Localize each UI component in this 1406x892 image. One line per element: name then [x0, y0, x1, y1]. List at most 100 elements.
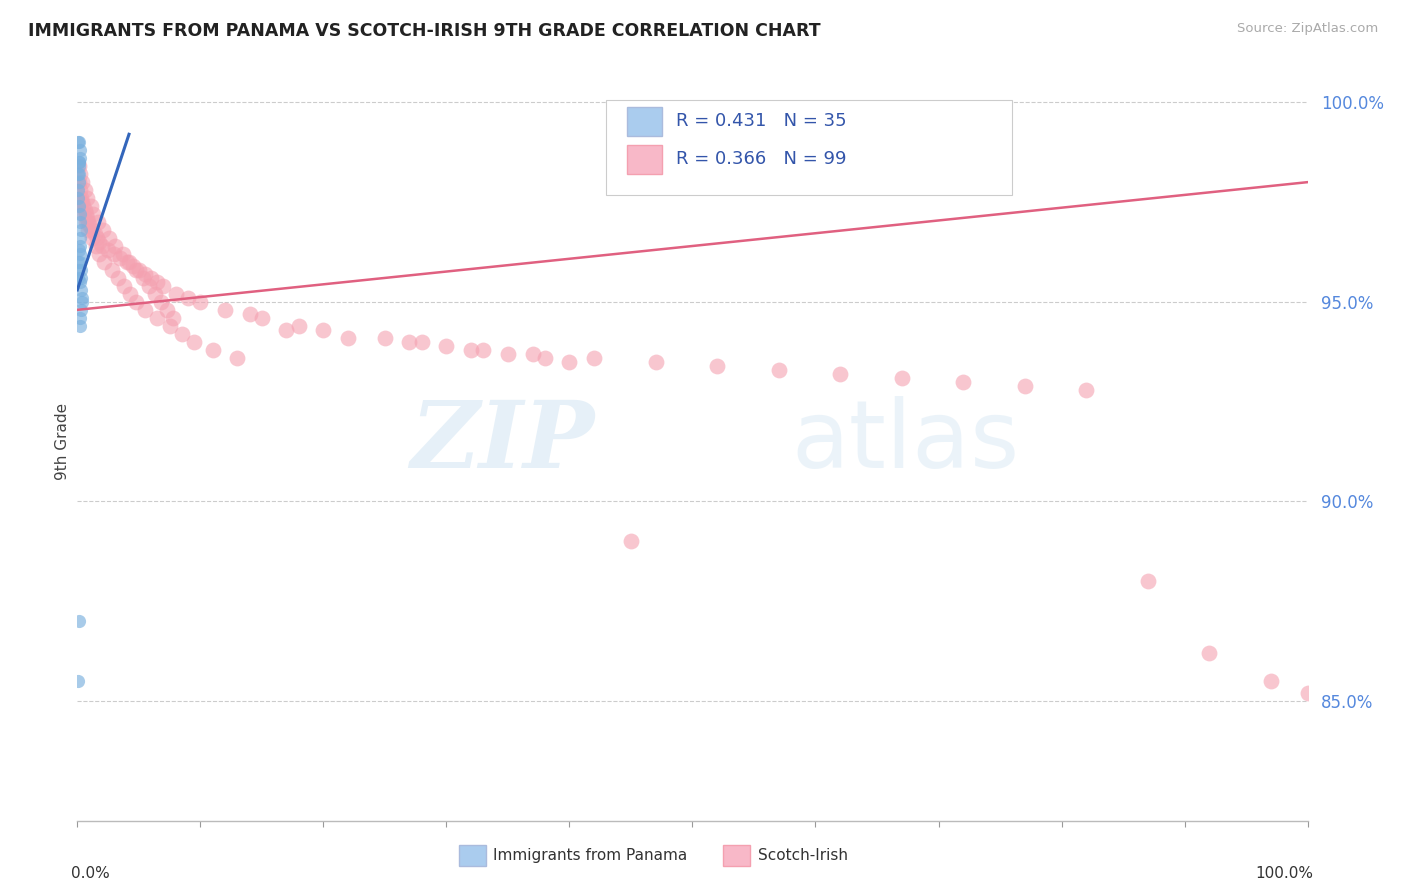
Point [1198, 646, 1220, 660]
Point [80, 199, 103, 213]
Text: R = 0.431   N = 35: R = 0.431 N = 35 [676, 112, 846, 130]
Point [90, 239, 114, 253]
Point [112, 279, 135, 293]
Point [107, 271, 129, 285]
Point [411, 334, 433, 349]
Point [91, 223, 114, 237]
Point [77, 223, 100, 237]
Point [93, 255, 115, 269]
Point [70, 291, 93, 305]
Point [226, 351, 249, 365]
Point [70, 195, 93, 210]
Point [337, 331, 360, 345]
Text: 0.0%: 0.0% [72, 866, 110, 881]
Point [1296, 686, 1319, 700]
Point [103, 247, 125, 261]
Point [73, 183, 96, 197]
Point [170, 326, 193, 341]
Point [79, 219, 101, 233]
Point [1076, 383, 1098, 397]
Point [70, 263, 93, 277]
Point [214, 302, 236, 317]
Point [890, 370, 912, 384]
Text: Source: ZipAtlas.com: Source: ZipAtlas.com [1237, 22, 1378, 36]
Point [84, 239, 107, 253]
Point [82, 231, 104, 245]
Point [69, 318, 91, 333]
Point [70, 175, 93, 189]
Point [70, 191, 93, 205]
Point [75, 215, 97, 229]
Point [69, 167, 91, 181]
Point [69, 183, 91, 197]
Point [67, 155, 90, 169]
Text: 100.0%: 100.0% [1256, 866, 1313, 881]
Point [1014, 378, 1036, 392]
Point [104, 239, 127, 253]
Text: atlas: atlas [792, 395, 1019, 488]
Point [1260, 673, 1282, 688]
Point [67, 135, 90, 149]
Text: R = 0.366   N = 99: R = 0.366 N = 99 [676, 150, 846, 168]
Point [69, 143, 91, 157]
Point [67, 167, 90, 181]
Point [82, 223, 104, 237]
Point [143, 286, 166, 301]
Text: Scotch-Irish: Scotch-Irish [758, 848, 848, 863]
Point [69, 239, 91, 253]
Point [120, 286, 142, 301]
Point [125, 263, 148, 277]
Point [70, 223, 93, 237]
Point [152, 279, 174, 293]
Point [67, 199, 90, 213]
Point [86, 231, 108, 245]
Point [76, 211, 98, 225]
Point [534, 351, 557, 365]
Point [76, 191, 98, 205]
Point [87, 215, 110, 229]
Point [620, 534, 643, 549]
Point [250, 310, 273, 325]
Point [67, 159, 90, 173]
Point [183, 334, 205, 349]
Point [398, 334, 420, 349]
Bar [723, 845, 751, 866]
Point [67, 673, 90, 688]
Point [66, 271, 89, 285]
Point [138, 279, 160, 293]
Point [67, 191, 90, 205]
Point [706, 359, 728, 373]
Point [70, 283, 93, 297]
Bar [627, 145, 662, 174]
Point [131, 271, 153, 285]
Point [134, 302, 156, 317]
Point [83, 227, 105, 241]
Point [159, 318, 181, 333]
Point [69, 247, 91, 261]
Point [121, 259, 143, 273]
Bar [627, 107, 662, 136]
Point [952, 375, 974, 389]
Point [118, 255, 141, 269]
Point [165, 286, 187, 301]
Point [111, 247, 134, 261]
Point [583, 351, 606, 365]
Point [288, 318, 311, 333]
Point [128, 263, 150, 277]
Point [66, 263, 89, 277]
Point [460, 343, 482, 357]
Point [146, 310, 169, 325]
Point [156, 302, 179, 317]
Point [1136, 574, 1159, 589]
Point [644, 355, 666, 369]
Point [830, 367, 852, 381]
Point [188, 294, 212, 309]
Point [69, 275, 91, 289]
Point [177, 291, 200, 305]
Point [89, 235, 111, 249]
Point [768, 362, 790, 376]
Point [67, 243, 90, 257]
Text: Immigrants from Panama: Immigrants from Panama [494, 848, 688, 863]
Point [97, 243, 120, 257]
Text: IMMIGRANTS FROM PANAMA VS SCOTCH-IRISH 9TH GRADE CORRELATION CHART: IMMIGRANTS FROM PANAMA VS SCOTCH-IRISH 9… [28, 22, 821, 40]
